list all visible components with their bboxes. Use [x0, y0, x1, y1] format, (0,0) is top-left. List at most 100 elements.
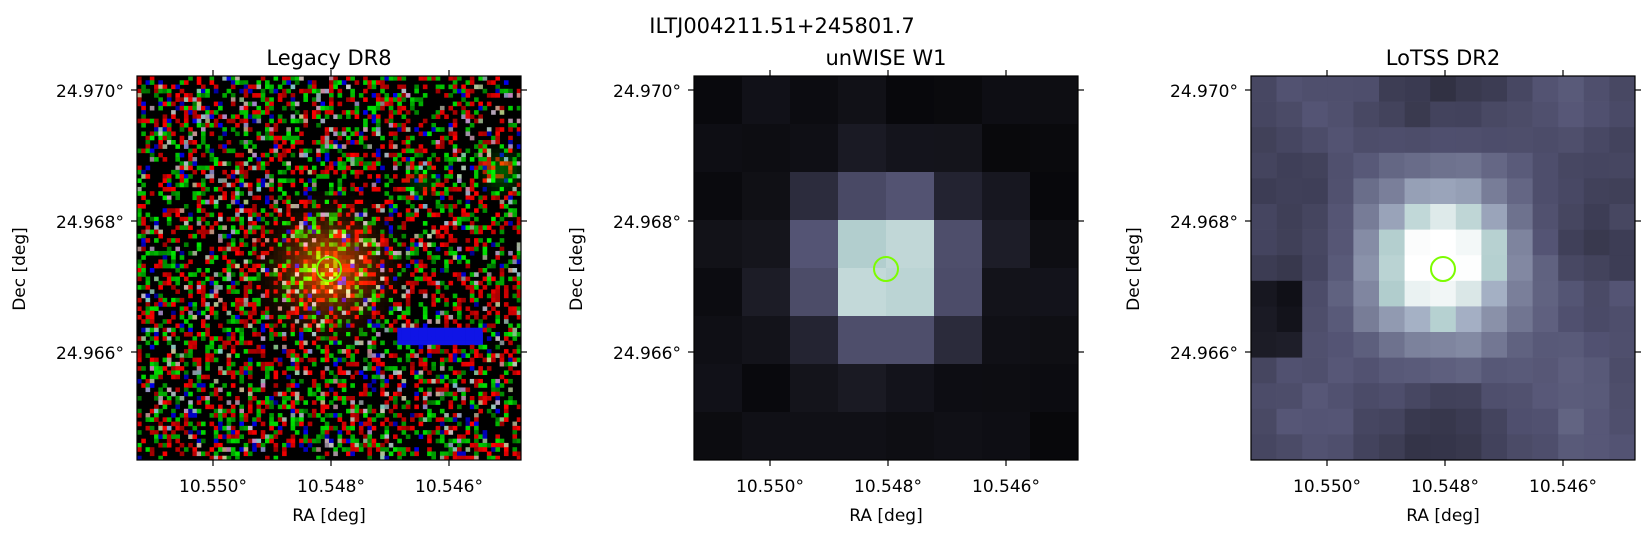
image-pixel	[452, 216, 458, 222]
image-pixel	[188, 280, 193, 286]
image-pixel	[183, 413, 189, 418]
image-pixel	[503, 332, 509, 337]
image-pixel	[431, 169, 437, 175]
image-pixel	[218, 161, 223, 166]
image-pixel	[311, 208, 317, 213]
image-pixel	[324, 259, 330, 265]
image-pixel	[401, 417, 407, 422]
image-pixel	[1532, 178, 1559, 205]
image-pixel	[350, 255, 355, 260]
image-pixel	[286, 442, 291, 448]
image-pixel	[166, 263, 172, 269]
image-pixel	[1353, 434, 1380, 461]
image-pixel	[427, 391, 432, 397]
image-pixel	[491, 157, 496, 162]
image-pixel	[380, 101, 385, 107]
image-pixel	[431, 340, 437, 346]
image-pixel	[448, 425, 454, 431]
image-pixel	[337, 430, 343, 435]
image-pixel	[209, 174, 215, 179]
image-pixel	[350, 438, 355, 444]
image-pixel	[260, 246, 266, 252]
image-pixel	[358, 297, 364, 303]
image-pixel	[286, 148, 291, 154]
image-pixel	[183, 285, 189, 290]
image-pixel	[427, 76, 432, 81]
image-pixel	[367, 306, 373, 312]
image-pixel	[137, 268, 142, 273]
image-pixel	[329, 323, 334, 329]
image-pixel	[213, 314, 219, 320]
image-pixel	[439, 293, 445, 299]
image-pixel	[380, 212, 385, 218]
image-pixel	[371, 114, 377, 120]
image-pixel	[508, 195, 513, 201]
image-pixel	[444, 425, 449, 431]
image-pixel	[478, 289, 483, 294]
image-pixel	[252, 208, 257, 213]
image-pixel	[1404, 229, 1431, 256]
image-pixel	[166, 396, 172, 401]
image-pixel	[380, 242, 385, 248]
image-pixel	[1379, 76, 1405, 102]
image-pixel	[329, 246, 334, 252]
image-pixel	[465, 259, 471, 265]
image-pixel	[299, 233, 304, 239]
image-pixel	[183, 80, 189, 85]
image-pixel	[414, 165, 419, 171]
image-pixel	[457, 327, 462, 333]
image-pixel	[307, 246, 313, 252]
image-pixel	[320, 404, 326, 410]
image-pixel	[465, 323, 471, 329]
image-pixel	[439, 84, 445, 90]
image-pixel	[252, 289, 257, 294]
image-pixel	[320, 208, 326, 213]
image-pixel	[486, 174, 492, 179]
image-pixel	[431, 280, 437, 286]
image-pixel	[474, 378, 479, 384]
image-pixel	[299, 319, 304, 324]
image-pixel	[252, 396, 257, 401]
image-pixel	[265, 434, 270, 440]
lotss-image	[1251, 76, 1636, 461]
image-pixel	[230, 361, 236, 367]
image-pixel	[320, 229, 326, 235]
image-pixel	[303, 229, 309, 235]
image-pixel	[269, 255, 274, 260]
image-pixel	[175, 152, 181, 158]
image-pixel	[183, 353, 189, 358]
image-pixel	[337, 280, 343, 286]
image-pixel	[346, 447, 351, 452]
image-pixel	[512, 157, 518, 162]
image-pixel	[324, 344, 330, 350]
image-pixel	[375, 233, 381, 239]
image-pixel	[418, 263, 424, 269]
image-pixel	[188, 93, 193, 98]
image-pixel	[486, 225, 492, 230]
image-pixel	[294, 225, 300, 230]
image-pixel	[260, 110, 266, 115]
image-pixel	[141, 336, 146, 341]
image-pixel	[448, 161, 454, 166]
image-pixel	[209, 110, 215, 115]
image-pixel	[1507, 306, 1533, 333]
image-pixel	[482, 157, 488, 162]
image-pixel	[269, 135, 274, 141]
image-pixel	[260, 447, 266, 452]
image-pixel	[341, 297, 347, 303]
image-pixel	[282, 199, 287, 205]
image-pixel	[149, 131, 155, 137]
image-pixel	[354, 268, 360, 273]
image-pixel	[290, 225, 296, 230]
image-pixel	[226, 268, 232, 273]
image-pixel	[192, 169, 198, 175]
image-pixel	[354, 280, 360, 286]
image-pixel	[384, 297, 390, 303]
image-pixel	[341, 357, 347, 363]
image-pixel	[380, 135, 385, 141]
image-pixel	[277, 229, 283, 235]
image-pixel	[397, 276, 402, 282]
image-pixel	[350, 314, 355, 320]
image-pixel	[201, 396, 206, 401]
image-pixel	[1327, 306, 1354, 333]
